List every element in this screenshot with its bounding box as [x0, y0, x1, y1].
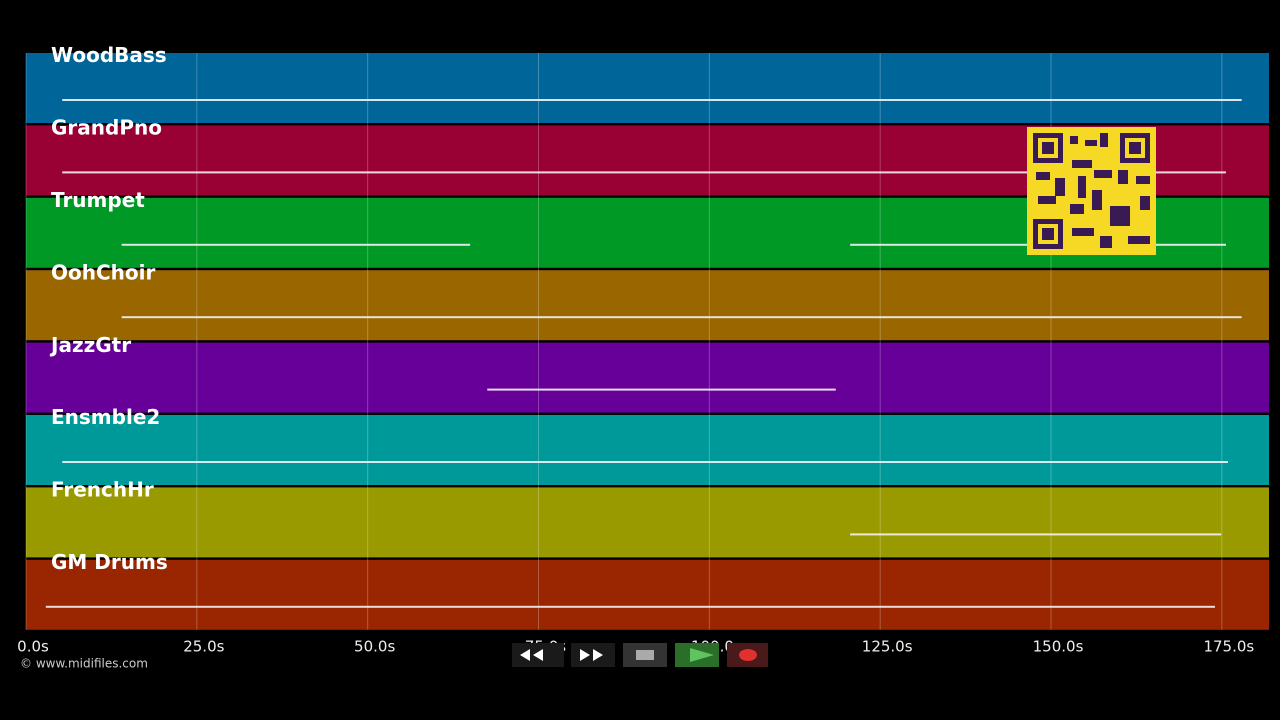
- forward-button[interactable]: [571, 643, 615, 667]
- track-band: [26, 487, 1269, 558]
- x-tick-label: 125.0s: [862, 638, 913, 656]
- x-tick-label: 25.0s: [183, 638, 224, 656]
- rewind-button[interactable]: [512, 643, 564, 667]
- x-tick-label: 50.0s: [354, 638, 395, 656]
- note-span: [850, 533, 1222, 536]
- track-name: FrenchHr: [51, 478, 154, 502]
- track-name: GM Drums: [51, 550, 168, 574]
- x-tick-label: 175.0s: [1203, 638, 1254, 656]
- track-band: [26, 415, 1269, 485]
- track-band: [26, 270, 1269, 341]
- track-name: GrandPno: [51, 116, 162, 140]
- play-button[interactable]: [675, 643, 719, 667]
- track-name: Trumpet: [51, 188, 145, 212]
- note-span: [62, 171, 1226, 174]
- track-band: [26, 342, 1269, 413]
- track-name: Ensmble2: [51, 405, 160, 429]
- transport-controls: [512, 643, 768, 667]
- qr-finder-core: [1042, 142, 1141, 240]
- track-band: [26, 53, 1269, 123]
- track-names: WoodBass GrandPno Trumpet OohChoir JazzGtr En…: [49, 43, 168, 574]
- record-button[interactable]: [727, 643, 768, 667]
- stop-button[interactable]: [623, 643, 667, 667]
- note-span: [487, 388, 836, 391]
- note-span: [121, 243, 471, 246]
- track-name: OohChoir: [51, 260, 155, 284]
- x-tick-label: 150.0s: [1033, 638, 1084, 656]
- note-span: [62, 461, 1228, 463]
- track-name: WoodBass: [51, 43, 167, 67]
- note-span: [121, 316, 1242, 319]
- grid: [25, 53, 1223, 630]
- qr-code: [1027, 127, 1156, 255]
- note-span: [62, 99, 1242, 101]
- track-name: JazzGtr: [49, 333, 131, 357]
- time-axis: 0.0s25.0s50.0s75.0s100.0s125.0s150.0s175…: [17, 638, 1254, 656]
- note-span: [45, 605, 1216, 608]
- copyright: © www.midifiles.com: [20, 657, 148, 671]
- track-band: [26, 559, 1269, 630]
- x-tick-label: 0.0s: [17, 638, 49, 656]
